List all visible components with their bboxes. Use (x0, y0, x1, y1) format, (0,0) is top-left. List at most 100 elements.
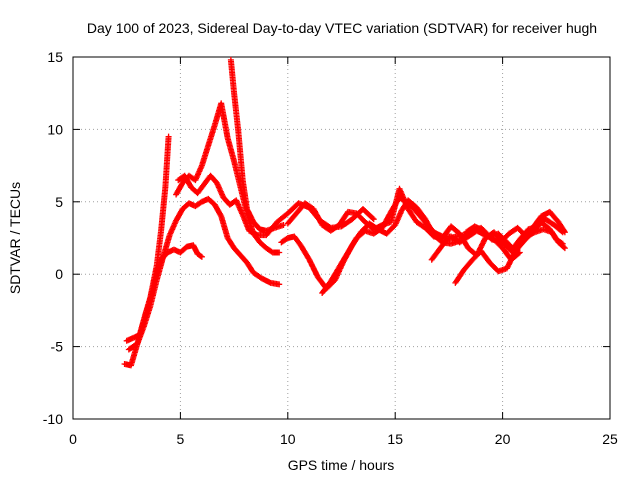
plot-border (72, 56, 611, 420)
data-trace (225, 236, 237, 250)
data-trace (173, 207, 185, 223)
data-trace (429, 249, 441, 262)
data-trace (337, 210, 351, 227)
data-trace (231, 159, 244, 189)
data-trace (239, 178, 250, 211)
data-trace (279, 235, 290, 245)
data-trace (231, 91, 242, 134)
data-trace (406, 198, 419, 210)
y-tick-label: -10 (43, 411, 63, 427)
y-tick-label: -5 (51, 339, 64, 355)
data-point (306, 256, 313, 263)
data-trace (218, 214, 231, 240)
data-trace (206, 196, 217, 207)
data-trace (240, 213, 252, 233)
data-trace (405, 207, 419, 224)
data-trace (453, 268, 467, 285)
data-trace (449, 224, 462, 236)
data-trace (162, 135, 172, 189)
data-point (559, 240, 566, 247)
data-trace (380, 210, 394, 230)
x-tick-label: 20 (495, 431, 511, 447)
data-trace (238, 253, 250, 265)
data-point (276, 249, 283, 256)
data-trace (244, 260, 256, 275)
data-trace (496, 231, 509, 245)
y-tick-label: 0 (55, 266, 63, 282)
data-series (121, 56, 568, 369)
data-point (503, 265, 510, 272)
data-trace (339, 216, 355, 229)
data-trace (547, 227, 559, 242)
data-trace (384, 223, 398, 236)
data-trace (539, 219, 552, 232)
data-trace (522, 230, 535, 243)
y-tick-label: 15 (47, 49, 63, 65)
data-trace (328, 265, 342, 284)
data-trace (141, 304, 153, 328)
data-trace (232, 246, 243, 258)
data-trace (345, 236, 359, 255)
series-track-3 (125, 195, 283, 353)
data-trace (205, 123, 218, 147)
data-trace (478, 249, 492, 265)
data-trace (292, 234, 303, 247)
data-trace (306, 258, 321, 279)
y-axis-tick-labels: -10 -5 0 5 10 15 (43, 49, 63, 427)
data-trace (275, 211, 290, 225)
x-axis-tick-labels: 0 5 10 15 20 25 (69, 431, 618, 447)
data-trace (154, 255, 166, 282)
data-trace (228, 58, 237, 95)
series-track-6 (227, 56, 287, 234)
data-trace (388, 195, 402, 214)
data-trace (513, 239, 527, 253)
data-trace (530, 214, 544, 230)
x-tick-label: 5 (177, 431, 185, 447)
data-trace (414, 219, 428, 231)
data-point (198, 253, 205, 260)
data-trace (303, 201, 316, 212)
data-trace (251, 220, 262, 232)
data-trace (264, 246, 275, 255)
data-trace (212, 202, 224, 218)
data-trace (285, 211, 299, 226)
data-point (165, 133, 172, 140)
x-tick-label: 25 (602, 431, 618, 447)
data-point (370, 216, 377, 223)
data-trace (504, 249, 518, 271)
data-trace (554, 237, 565, 246)
data-point (280, 221, 287, 228)
data-trace (193, 199, 204, 209)
data-trace (311, 207, 325, 227)
x-axis-label: GPS time / hours (288, 457, 395, 473)
data-trace (461, 257, 475, 272)
data-trace (337, 250, 351, 269)
data-trace (251, 270, 264, 281)
data-trace (423, 225, 436, 239)
data-trace (354, 211, 368, 224)
data-trace (547, 210, 561, 224)
data-trace (182, 174, 194, 190)
data-trace (543, 217, 556, 228)
data-trace (147, 278, 160, 308)
data-point (561, 229, 568, 236)
chart-title: Day 100 of 2023, Sidereal Day-to-day VTE… (87, 20, 597, 36)
data-trace (195, 251, 204, 260)
y-axis-label: SDTVAR / TECUs (7, 182, 23, 294)
data-trace (195, 182, 207, 195)
data-trace (414, 210, 428, 224)
data-point (561, 245, 568, 252)
data-trace (457, 234, 471, 245)
data-trace (160, 233, 173, 259)
data-trace (371, 225, 385, 236)
series-track-4 (173, 100, 283, 256)
data-trace (423, 220, 436, 235)
data-trace (134, 324, 147, 346)
data-point (276, 281, 283, 288)
data-trace (218, 101, 231, 140)
data-trace (436, 237, 449, 253)
data-trace (158, 185, 169, 233)
data-trace (320, 279, 333, 295)
axis-ticks (72, 56, 611, 420)
